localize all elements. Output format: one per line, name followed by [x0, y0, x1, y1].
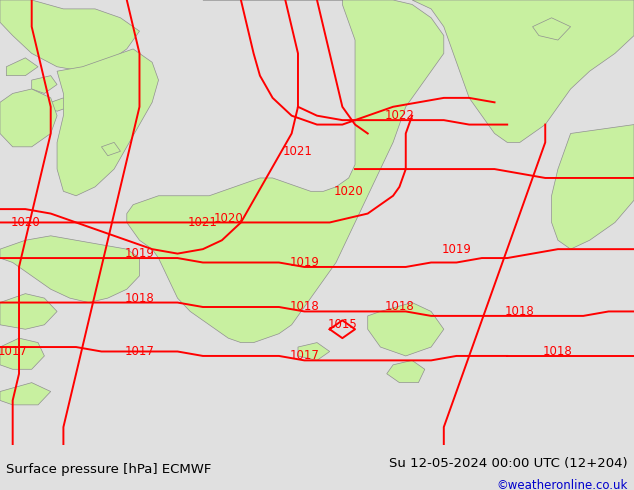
Polygon shape — [387, 360, 425, 383]
Polygon shape — [298, 343, 330, 360]
Text: 1019: 1019 — [441, 243, 472, 256]
Text: Su 12-05-2024 00:00 UTC (12+204): Su 12-05-2024 00:00 UTC (12+204) — [389, 457, 628, 469]
Text: 1019: 1019 — [289, 256, 320, 269]
Polygon shape — [0, 338, 44, 369]
Text: 1020: 1020 — [11, 216, 40, 229]
Text: 1019: 1019 — [124, 247, 155, 260]
Polygon shape — [368, 302, 444, 356]
Text: 1018: 1018 — [385, 300, 414, 314]
Text: ©weatheronline.co.uk: ©weatheronline.co.uk — [496, 479, 628, 490]
Polygon shape — [57, 49, 158, 196]
Polygon shape — [32, 75, 57, 94]
Text: 1017: 1017 — [0, 345, 28, 358]
Polygon shape — [0, 294, 57, 329]
Text: 1021: 1021 — [283, 145, 313, 158]
Text: 1018: 1018 — [543, 345, 573, 358]
Polygon shape — [0, 0, 139, 71]
Text: Surface pressure [hPa] ECMWF: Surface pressure [hPa] ECMWF — [6, 463, 212, 476]
Polygon shape — [552, 124, 634, 249]
Text: 1015: 1015 — [328, 318, 357, 331]
Polygon shape — [127, 0, 444, 343]
Polygon shape — [0, 383, 51, 405]
Text: 1018: 1018 — [290, 300, 319, 314]
Text: 1020: 1020 — [214, 212, 243, 224]
Text: 1020: 1020 — [334, 185, 363, 198]
Polygon shape — [533, 18, 571, 40]
Polygon shape — [101, 143, 120, 156]
Text: 1018: 1018 — [125, 292, 154, 305]
Polygon shape — [412, 0, 634, 143]
Text: 1018: 1018 — [505, 305, 534, 318]
Text: 1021: 1021 — [188, 216, 218, 229]
Polygon shape — [44, 98, 70, 111]
Text: 1022: 1022 — [384, 109, 415, 122]
Text: 1017: 1017 — [289, 349, 320, 363]
Polygon shape — [0, 89, 57, 147]
Text: 1017: 1017 — [124, 345, 155, 358]
Polygon shape — [0, 236, 139, 302]
Polygon shape — [6, 58, 38, 75]
